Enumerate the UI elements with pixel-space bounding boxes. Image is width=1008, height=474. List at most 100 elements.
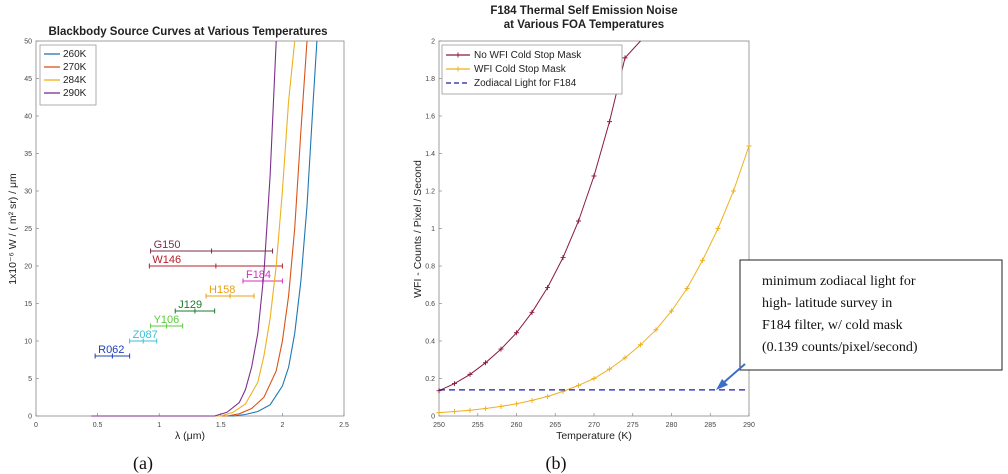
series-1-marker (669, 308, 674, 314)
series-1-marker (622, 355, 628, 361)
series-1-marker (591, 376, 597, 381)
filter-label-Z087: Z087 (133, 329, 158, 341)
chart-b-y-tick-label: 1.8 (425, 76, 435, 83)
annotation-arrow (721, 363, 746, 385)
chart-a-x-tick-label: 1.5 (216, 422, 226, 429)
series-0-marker (467, 371, 473, 377)
series-1-marker (746, 143, 752, 149)
legend-label-260K: 260K (63, 49, 87, 60)
chart-a-y-tick-label: 10 (24, 339, 32, 346)
chart-b-x-tick-label: 265 (549, 422, 561, 429)
series-0-marker (622, 55, 628, 61)
curve-290K (91, 40, 277, 417)
chart-a-x-axis-label: λ (μm) (175, 430, 205, 442)
series-0-marker (607, 119, 612, 125)
chart-a-caption: (a) (133, 453, 153, 474)
chart-b-ticks: 250 255 260 265 270 275 280 285 290 0 0.2 0.4 0.6 0.8… (425, 39, 755, 430)
annotation-line: minimum zodiacal light for (762, 274, 916, 289)
series-line-0 (438, 40, 641, 392)
series-1-marker (700, 257, 705, 263)
chart-a-y-tick-label: 45 (24, 76, 32, 83)
series-0-marker (591, 173, 597, 179)
chart-b-y-tick-label: 0.8 (425, 264, 435, 271)
chart-b-legend-items: No WFI Cold Stop Mask WFI Cold Stop Mask Z… (446, 50, 582, 89)
series-0-marker (514, 330, 519, 336)
chart-b-title: F184 Thermal Self Emission Noise (490, 5, 677, 17)
chart-b-y-tick-label: 1.4 (425, 151, 435, 158)
chart-b-x-tick-label: 285 (704, 422, 716, 429)
series-1-marker (483, 406, 488, 411)
series-0-marker (498, 346, 504, 352)
series-1-marker (576, 382, 581, 388)
chart-b-legend-box (441, 44, 623, 95)
chart-b-annotation: minimum zodiacal light for high- latitude… (716, 259, 1003, 390)
filter-label-W146: W146 (152, 254, 181, 266)
annotation-line: (0.139 counts/pixel/second) (762, 340, 918, 355)
chart-b-x-tick-label: 250 (433, 422, 445, 429)
series-0-marker (436, 388, 442, 394)
annotation-text: minimum zodiacal light for high- latitude… (762, 274, 918, 355)
chart-b-y-tick-label: 1 (431, 226, 435, 233)
filter-label-H158: H158 (209, 284, 235, 296)
chart-b-x-tick-label: 280 (666, 422, 678, 429)
chart-b-series (436, 40, 752, 416)
series-0-marker (560, 255, 566, 261)
chart-b-x-tick-label: 275 (627, 422, 639, 429)
chart-a-y-tick-label: 40 (24, 114, 32, 121)
chart-b-y-axis-label: WFI - Counts / Pixel / Second (412, 160, 424, 298)
chart-b-legend: No WFI Cold Stop Mask WFI Cold Stop Mask Z… (441, 44, 623, 95)
chart-b-x-tick-label: 270 (588, 422, 600, 429)
filter-label-J129: J129 (178, 299, 202, 311)
filter-label-F184: F184 (246, 269, 271, 281)
series-1-marker (545, 394, 550, 399)
chart-a-y-tick-label: 0 (28, 414, 32, 421)
series-line-1 (438, 145, 750, 414)
chart-a-y-axis-label: 1x10⁻⁶ W / ( m² sr) / μm (7, 173, 19, 285)
chart-b-y-tick-label: 2 (431, 39, 435, 46)
chart-b-x-tick-label: 260 (511, 422, 523, 429)
chart-a-y-tick-label: 50 (24, 39, 32, 46)
chart-a-x-tick-label: 2 (280, 422, 284, 429)
chart-b-plot-frame (438, 40, 750, 417)
chart-b-y-tick-label: 1.2 (425, 189, 435, 196)
chart-a-legend-items: 260K 270K 284K 290K (44, 49, 87, 99)
chart-a-y-tick-label: 15 (24, 301, 32, 308)
series-1-marker (715, 226, 721, 231)
chart-b-y-tick-label: 0 (431, 414, 435, 421)
chart-a-y-tick-label: 25 (24, 226, 32, 233)
series-1-marker (498, 403, 504, 409)
series-1-marker (467, 407, 473, 413)
annotation-line: F184 filter, w/ cold mask (762, 318, 903, 333)
series-1-marker (452, 409, 457, 414)
annotation-line: high- latitude survey in (762, 296, 892, 311)
chart-a-legend-box (39, 44, 97, 106)
chart-b-x-tick-label: 255 (472, 422, 484, 429)
legend-label-270K: 270K (63, 62, 87, 73)
chart-a-y-tick-label: 30 (24, 189, 32, 196)
chart-b-y-tick-label: 1.6 (425, 114, 435, 121)
chart-a-x-tick-label: 1 (157, 422, 161, 429)
chart-b-y-tick-label: 0.2 (425, 376, 435, 383)
chart-a-ticks: 0 0.5 1 1.5 2 2.5 0 5 10 15 20 25 30 35 40 45 50 (24, 39, 349, 430)
chart-b-y-tick-label: 0.6 (425, 301, 435, 308)
chart-b-y-tick-label: 0.4 (425, 339, 435, 346)
chart-a-y-tick-label: 20 (24, 264, 32, 271)
series-0-marker (576, 218, 581, 224)
legend-marker-1 (455, 66, 461, 72)
annotation-box (739, 259, 1003, 371)
chart-a-x-tick-label: 0.5 (93, 422, 103, 429)
chart-b-thermal-noise: F184 Thermal Self Emission Noise at Vari… (412, 5, 1003, 474)
annotation-arrowhead (716, 379, 728, 390)
chart-b-caption: (b) (546, 453, 567, 474)
chart-a-legend: 260K 270K 284K 290K (39, 44, 97, 106)
filter-label-Y106: Y106 (154, 314, 180, 326)
series-1-marker (607, 366, 612, 372)
chart-b-x-axis-label: Temperature (K) (556, 430, 632, 442)
series-0-marker (545, 285, 550, 291)
chart-b-subtitle: at Various FOA Temperatures (504, 19, 664, 31)
legend-label-290K: 290K (63, 88, 87, 99)
chart-a-x-tick-label: 2.5 (339, 422, 349, 429)
series-0-marker (452, 381, 457, 387)
legend-label-0: No WFI Cold Stop Mask (474, 50, 582, 61)
